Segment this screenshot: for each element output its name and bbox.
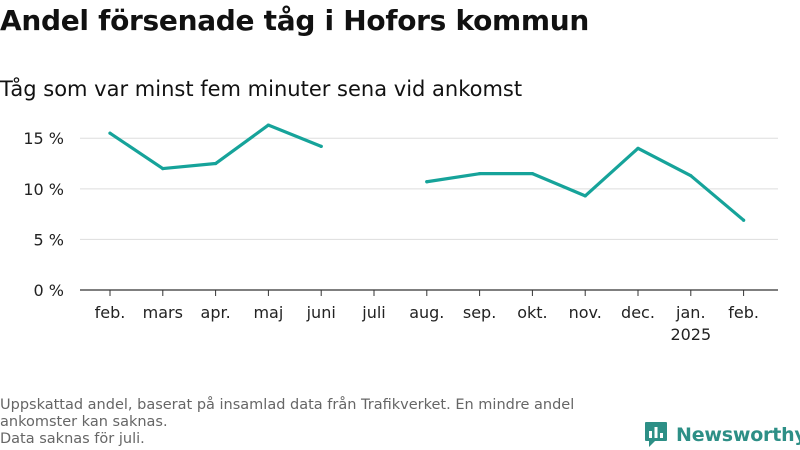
data-points	[108, 123, 746, 222]
x-tick-label: aug.	[409, 303, 444, 322]
data-point	[214, 161, 218, 166]
data-point	[636, 146, 640, 150]
y-axis-ticks: 0 % 5 % 10 % 15 %	[23, 129, 64, 300]
x-tick-sublabel: 2025	[670, 325, 711, 344]
series-line-segment	[425, 146, 746, 222]
x-tick-label: dec.	[621, 303, 655, 322]
footnote-line-3: Data saknas för juli.	[0, 431, 145, 447]
newsworthy-logo: Newsworthy	[644, 421, 800, 449]
chart-subtitle: Tåg som var minst fem minuter sena vid a…	[0, 77, 523, 101]
y-tick-label: 0 %	[34, 281, 64, 300]
y-tick-label: 15 %	[23, 129, 64, 148]
chart-title: Andel försenade tåg i Hofors kommun	[0, 4, 590, 37]
newsworthy-logo-icon	[645, 422, 667, 447]
logo-text: Newsworthy	[676, 424, 800, 446]
data-point	[319, 144, 323, 148]
data-point	[742, 218, 746, 222]
x-tick-label: maj	[253, 303, 283, 322]
data-point	[530, 172, 535, 176]
x-tick-label: juli	[361, 303, 385, 322]
y-tick-label: 10 %	[23, 180, 64, 199]
data-point	[478, 172, 482, 176]
footnote: Uppskattad andel, baserat på insamlad da…	[0, 397, 640, 448]
gridlines	[80, 137, 778, 291]
footnote-line-2: ankomster kan saknas.	[0, 414, 168, 430]
y-tick-label: 5 %	[34, 230, 64, 249]
data-point	[266, 123, 270, 127]
series-lines	[108, 123, 746, 222]
x-tick-label: sep.	[463, 303, 496, 322]
x-axis-ticks: feb. mars apr. maj juni juli aug. sep. okt. nov. d…	[95, 290, 759, 344]
footnote-line-1: Uppskattad andel, baserat på insamlad da…	[0, 397, 575, 413]
x-tick-label: nov.	[569, 303, 602, 322]
data-point	[689, 174, 693, 178]
x-tick-label: okt.	[517, 303, 547, 322]
x-tick-label: jan.	[675, 303, 705, 322]
x-tick-label: juni	[306, 303, 336, 322]
data-point	[583, 194, 587, 198]
data-point	[161, 166, 165, 171]
data-point	[425, 180, 429, 184]
x-tick-label: feb.	[95, 303, 126, 322]
x-tick-label: feb.	[728, 303, 759, 322]
data-point	[108, 131, 112, 135]
x-tick-label: apr.	[201, 303, 231, 322]
x-tick-label: mars	[143, 303, 183, 322]
